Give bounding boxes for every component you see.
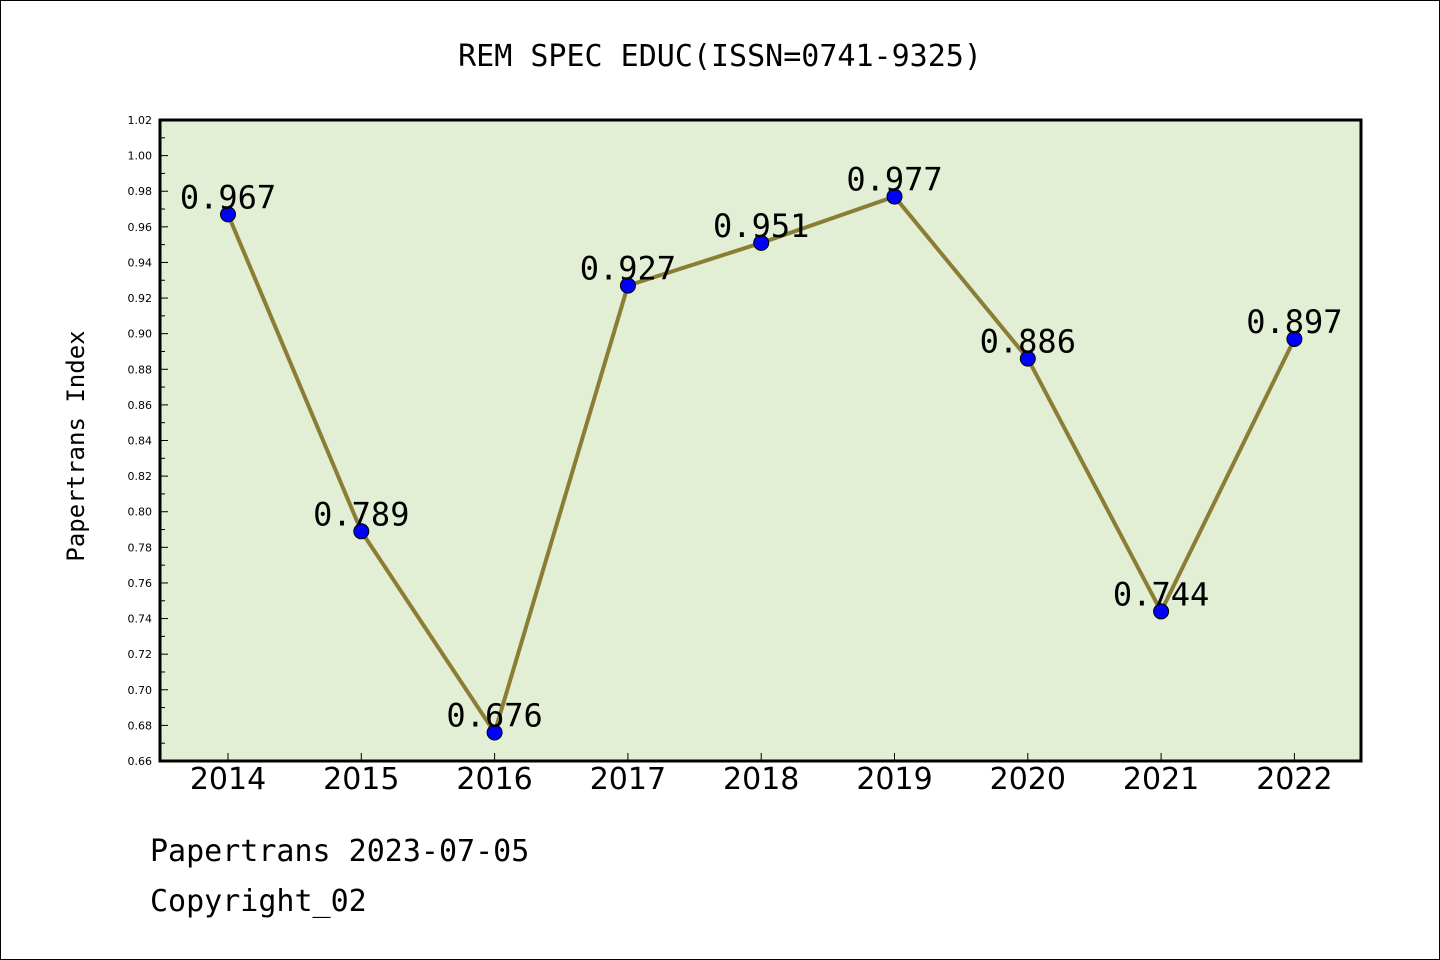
x-tick-label: 2018 [723, 762, 799, 797]
y-tick-label: 0.88 [128, 363, 153, 376]
x-tick-label: 2022 [1256, 762, 1332, 797]
y-tick-label: 0.96 [128, 221, 153, 234]
data-value-label: 0.897 [1246, 303, 1342, 341]
data-value-label: 0.789 [313, 495, 409, 533]
y-tick-label: 0.86 [128, 399, 153, 412]
y-tick-label: 0.84 [128, 435, 153, 448]
data-point-marker [1286, 331, 1303, 348]
y-tick-label: 0.68 [128, 719, 153, 732]
data-point-marker [220, 206, 236, 223]
data-point-marker [886, 188, 903, 205]
data-point-marker [619, 277, 636, 294]
footer-date-label: Papertrans 2023-07-05 [150, 834, 530, 869]
y-tick-label: 0.90 [128, 328, 153, 341]
y-tick-label: 0.74 [128, 613, 153, 626]
data-point-marker [1153, 603, 1170, 620]
data-value-label: 0.676 [446, 697, 542, 735]
y-tick-label: 0.78 [128, 541, 153, 554]
data-value-label: 0.977 [846, 161, 942, 199]
y-tick-label: 1.00 [128, 150, 153, 163]
data-value-label: 0.951 [713, 207, 809, 245]
y-tick-label: 0.92 [128, 292, 153, 305]
y-tick-label: 0.98 [128, 185, 153, 198]
x-tick-label: 2017 [590, 762, 666, 797]
y-axis-label: Papertrans Index [62, 330, 90, 561]
data-value-label: 0.886 [980, 323, 1076, 361]
y-tick-label: 0.70 [128, 684, 153, 697]
y-tick-label: 0.82 [128, 470, 153, 483]
data-value-label: 0.927 [580, 250, 676, 288]
y-tick-label: 0.94 [128, 256, 153, 269]
x-tick-label: 2014 [190, 762, 266, 797]
x-tick-label: 2015 [323, 762, 399, 797]
y-tick-label: 0.80 [128, 506, 153, 519]
x-tick-label: 2019 [856, 762, 932, 797]
series-group: 0.967 0.789 0.676 0.927 0.951 0.977 0.886 0.744… [180, 161, 1343, 741]
x-tick-label: 2020 [990, 762, 1066, 797]
y-tick-label: 1.02 [128, 114, 153, 127]
y-tick-label: 0.66 [128, 755, 153, 768]
footer-copyright-label: Copyright_02 [150, 884, 367, 919]
data-point-marker [1019, 350, 1036, 367]
plot-area [158, 118, 1363, 763]
data-point-marker [753, 234, 770, 251]
chart-title: REM SPEC EDUC(ISSN=0741-9325) [458, 39, 982, 74]
axis-ticks: 0.66 0.68 0.70 0.72 0.74 0.76 0.78 0.80 0.82 0.84… [128, 114, 1333, 797]
data-point-marker [486, 724, 503, 741]
data-point-marker [353, 523, 370, 540]
data-value-label: 0.744 [1113, 575, 1209, 613]
y-tick-label: 0.72 [128, 648, 153, 661]
x-tick-label: 2021 [1123, 762, 1199, 797]
y-tick-label: 0.76 [128, 577, 153, 590]
data-value-label: 0.967 [180, 178, 276, 216]
x-tick-label: 2016 [456, 762, 532, 797]
